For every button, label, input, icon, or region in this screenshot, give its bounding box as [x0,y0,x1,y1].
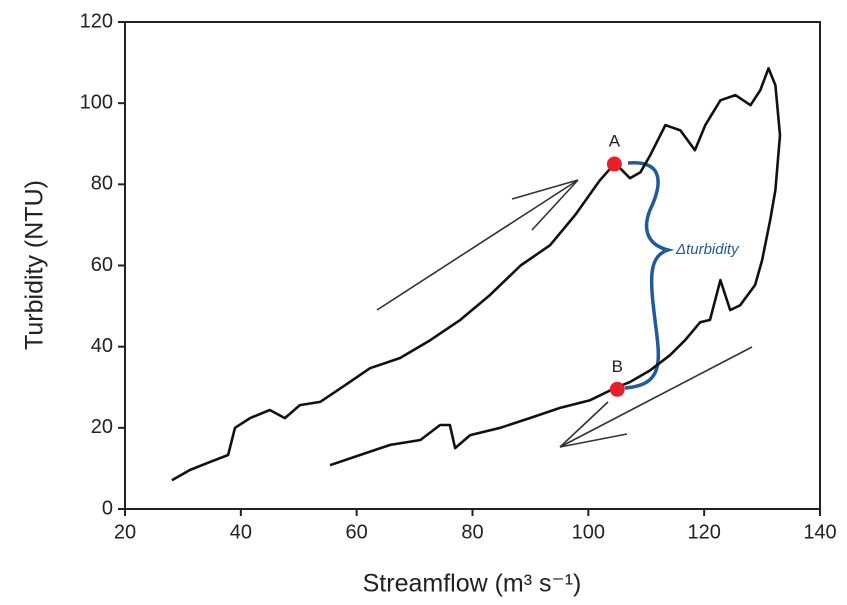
point-label: B [612,357,623,376]
y-tick-label: 80 [91,173,113,195]
rising-arrow [376,179,579,311]
y-axis-title: Turbidity (NTU) [21,180,49,350]
x-axis-title: Streamflow (m³ s⁻¹) [363,570,582,598]
y-tick-label: 0 [102,497,113,519]
x-tick-label: 60 [346,521,368,543]
arrow-head [511,179,579,200]
x-tick-label: 20 [114,521,136,543]
arrow-head [531,179,579,231]
y-tick-label: 40 [91,335,113,357]
y-tick-label: 120 [80,10,113,32]
x-tick-label: 80 [461,521,483,543]
point-label: A [609,132,621,151]
y-tick-label: 20 [91,416,113,438]
x-tick-label: 40 [230,521,252,543]
arrow-head [559,401,609,448]
x-tick-label: 100 [572,521,605,543]
arrow-head [559,433,628,448]
data-line [171,67,782,482]
arrows [376,179,753,448]
highlight-point [609,381,625,397]
plot-frame [124,21,821,510]
difference-brace [624,161,675,390]
annotation: Δturbidity [675,241,740,258]
falling-arrow [559,346,753,448]
y-tick-label: 60 [91,254,113,276]
y-tick-label: 100 [80,91,113,113]
highlight-point [606,156,622,172]
x-tick-label: 140 [803,521,836,543]
x-tick-label: 120 [687,521,720,543]
